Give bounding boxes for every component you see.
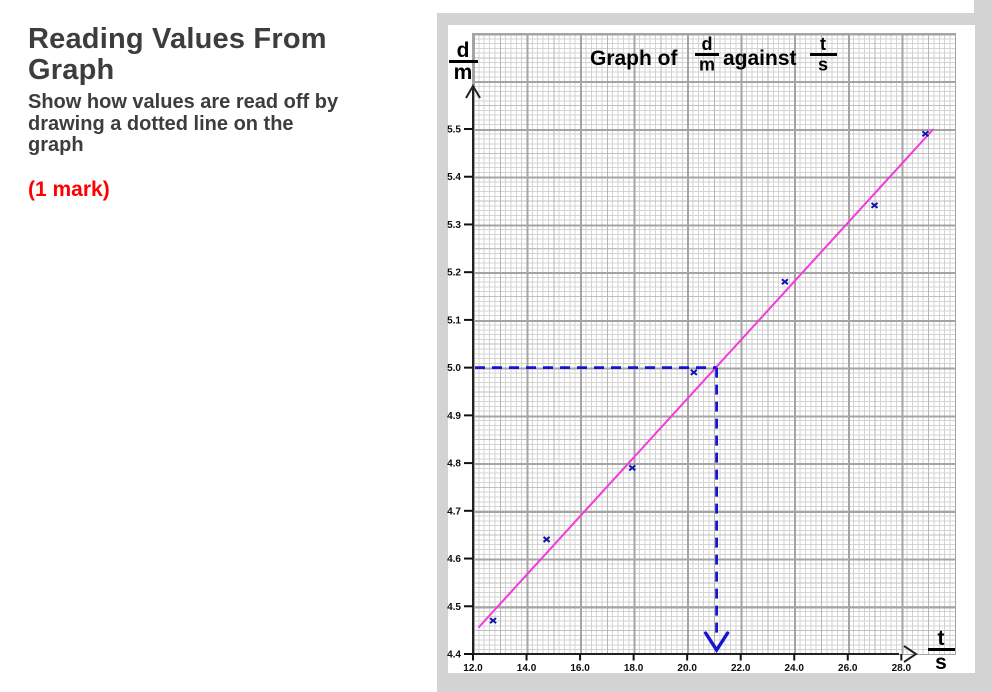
question-heading: Reading Values From Graph <box>28 24 428 86</box>
mark-allocation: (1 mark) <box>28 178 110 201</box>
question-instruction-line3: graph <box>28 134 84 157</box>
question-panel: Reading Values From Graph Show how value… <box>28 24 428 202</box>
question-instruction-line1: Show how values are read off by <box>28 91 339 113</box>
panel-right-strip <box>974 0 992 692</box>
question-instruction: Show how values are read off by drawing … <box>28 91 339 157</box>
question-instruction-line2: drawing a dotted line on the <box>28 112 294 135</box>
question-heading-line2: Graph <box>28 54 115 86</box>
graph-paper-grid <box>472 33 956 655</box>
question-heading-line1: Reading Values From <box>28 23 327 55</box>
